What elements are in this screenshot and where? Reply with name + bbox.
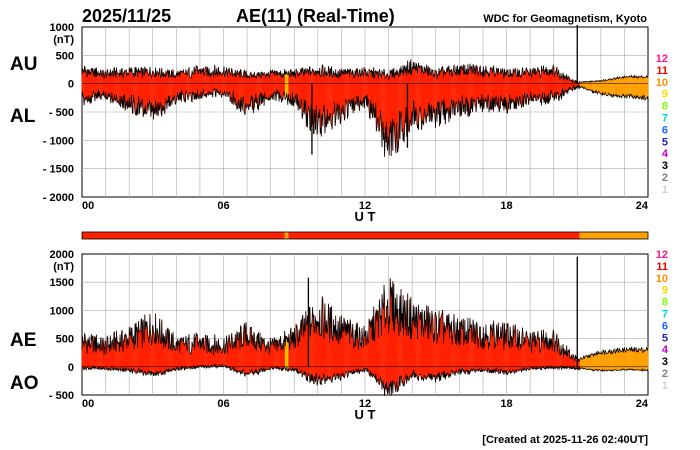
y-tick-label: - 2000 — [43, 192, 74, 204]
station-legend-item: 4 — [662, 148, 669, 160]
station-legend-item: 8 — [662, 297, 668, 309]
station-legend-item: 4 — [662, 344, 669, 356]
y-tick-label: 0 — [68, 362, 74, 374]
station-legend-item: 7 — [662, 309, 668, 321]
station-bar-segment — [82, 232, 285, 239]
x-tick-label: 24 — [636, 200, 649, 212]
created-timestamp: [Created at 2025-11-26 02:40UT] — [482, 434, 648, 446]
x-tick-label: 12 — [359, 200, 371, 212]
chart-title: AE(11) (Real-Time) — [236, 6, 395, 26]
y-tick-label: 1000 — [50, 305, 74, 317]
station-legend-item: 2 — [662, 368, 668, 380]
y-tick-label: 0 — [68, 79, 74, 91]
y-axis-unit: (nT) — [53, 261, 74, 273]
series-label-ao: AO — [10, 373, 39, 394]
station-legend-item: 2 — [662, 172, 668, 184]
series-au-line — [81, 59, 649, 85]
x-tick-label: 00 — [82, 398, 94, 410]
x-axis-label: U T — [355, 407, 376, 422]
x-tick-label: 18 — [500, 200, 512, 212]
station-legend-item: 8 — [662, 101, 668, 113]
station-legend-item: 12 — [656, 53, 668, 65]
station-legend-item: 12 — [656, 249, 668, 261]
station-legend-item: 10 — [656, 77, 668, 89]
y-tick-label: - 500 — [49, 390, 74, 402]
y-axis-unit: (nT) — [53, 34, 74, 46]
series-label-au: AU — [10, 54, 37, 75]
x-tick-label: 06 — [217, 398, 229, 410]
station-legend-item: 9 — [662, 285, 668, 297]
station-legend-item: 6 — [662, 320, 668, 332]
station-legend-item: 1 — [662, 184, 668, 196]
station-legend-item: 10 — [656, 273, 668, 285]
station-legend-item: 3 — [662, 356, 668, 368]
x-tick-label: 24 — [636, 398, 649, 410]
y-tick-label: - 500 — [49, 107, 74, 119]
station-bar-frame — [81, 231, 649, 240]
series-label-al: AL — [10, 106, 36, 127]
series-al-line — [81, 84, 649, 157]
date-title: 2025/11/25 — [82, 6, 171, 26]
y-tick-label: 500 — [56, 50, 74, 62]
y-tick-label: - 1000 — [43, 135, 74, 147]
station-legend-item: 5 — [662, 136, 668, 148]
station-bar-segment — [284, 232, 289, 239]
y-tick-label: 500 — [56, 334, 74, 346]
y-tick-label: 1500 — [50, 277, 74, 289]
x-axis-label: U T — [355, 209, 376, 224]
x-tick-label: 06 — [217, 200, 229, 212]
series-ao-line — [81, 363, 649, 396]
station-bar-segment — [579, 232, 648, 239]
station-legend-item: 11 — [656, 65, 668, 77]
au-al-panel: 1000 500 0 - 500 - 1000 - 1500 - 2000 (nT) 00 06 1… — [10, 22, 649, 224]
y-tick-label: - 1500 — [43, 164, 74, 176]
station-count-bar — [81, 231, 649, 240]
station-legend-item: 3 — [662, 160, 668, 172]
series-ae-line — [81, 278, 649, 363]
series-label-ae: AE — [10, 330, 36, 351]
station-legend-item: 5 — [662, 332, 668, 344]
y-tick-label: 2000 — [50, 249, 74, 261]
source-label: WDC for Geomagnetism, Kyoto — [483, 13, 647, 25]
x-tick-label: 00 — [82, 200, 94, 212]
y-tick-label: 1000 — [50, 22, 74, 34]
station-legend-item: 1 — [662, 380, 668, 392]
station-bar-segment — [288, 232, 580, 239]
station-legend-item: 7 — [662, 113, 668, 125]
x-tick-label: 12 — [359, 398, 371, 410]
station-legend-item: 11 — [656, 261, 668, 273]
station-legend-item: 6 — [662, 124, 668, 136]
station-legend-item: 9 — [662, 89, 668, 101]
ae-ao-panel: 2000 1500 1000 500 0 - 500 (nT) 00 06 12 18 24 U T AE… — [10, 249, 649, 422]
x-tick-label: 18 — [500, 398, 512, 410]
